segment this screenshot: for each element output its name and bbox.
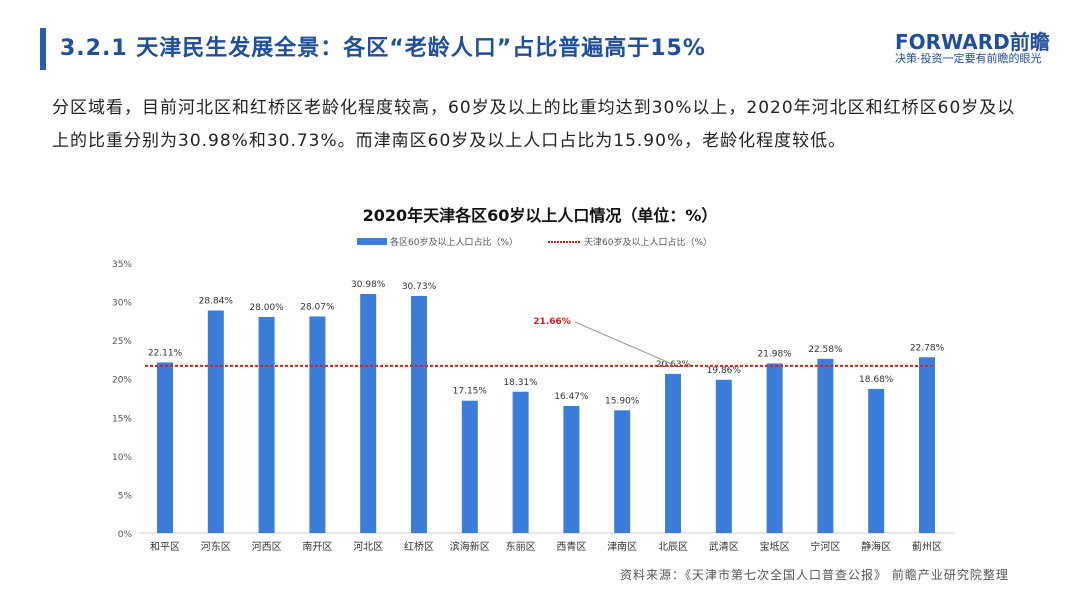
x-tick-label: 静海区 [861, 540, 891, 553]
data-label: 18.68% [859, 375, 894, 385]
x-tick-label: 河西区 [252, 541, 282, 553]
bar [411, 295, 427, 533]
bar [207, 310, 224, 533]
data-label: 21.98% [757, 349, 792, 359]
data-label: 17.15% [453, 387, 488, 397]
data-label: 15.90% [605, 396, 640, 406]
y-tick-label: 30% [112, 299, 132, 309]
x-tick-label: 西青区 [556, 540, 586, 553]
x-tick-label: 河东区 [201, 540, 231, 553]
data-label: 28.00% [249, 303, 284, 313]
bar [461, 400, 478, 533]
bar [715, 379, 732, 533]
x-tick-label: 东丽区 [506, 540, 536, 553]
legend-bar-swatch [357, 238, 387, 245]
x-tick-label: 南开区 [302, 540, 332, 553]
annotation-leader [574, 321, 673, 365]
bar [563, 405, 580, 533]
bar [360, 294, 377, 533]
x-tick-label: 宝坻区 [760, 540, 790, 553]
data-label: 30.73% [402, 282, 437, 292]
legend-bar-label: 各区60岁及以上人口占比（%） [390, 236, 518, 248]
data-label: 22.78% [910, 343, 945, 353]
y-tick-label: 25% [112, 337, 132, 347]
y-tick-label: 15% [112, 414, 132, 424]
data-label: 16.47% [554, 392, 589, 402]
bar [309, 316, 326, 533]
logo-slogan: 决策·投资一定要有前瞻的眼光 [895, 52, 1042, 65]
bar [258, 317, 275, 533]
x-tick-label: 和平区 [150, 541, 180, 553]
data-label: 22.11% [148, 348, 183, 358]
y-tick-label: 0% [118, 530, 133, 540]
reference-label: 21.66% [533, 317, 571, 327]
x-tick-label: 北辰区 [658, 541, 688, 553]
logo: FORWARD前瞻 [895, 30, 1050, 54]
chart-title: 2020年天津各区60岁以上人口情况（单位：%） [362, 206, 718, 225]
data-label: 20.63% [656, 360, 691, 370]
x-tick-label: 河北区 [353, 541, 383, 553]
x-tick-label: 宁河区 [810, 540, 840, 553]
bar [868, 388, 885, 533]
y-tick-label: 35% [112, 260, 132, 270]
bar [817, 358, 834, 533]
intro-paragraph: 分区域看，目前河北区和红桥区老龄化程度较高，60岁及以上的比重均达到30%以上，… [52, 98, 1016, 151]
y-tick-label: 10% [112, 453, 132, 463]
legend-line-label: 天津60岁及以上人口占比（%） [584, 236, 712, 248]
data-label: 28.84% [199, 297, 234, 307]
x-tick-label: 津南区 [607, 540, 637, 553]
bar [919, 357, 935, 533]
data-label: 18.31% [503, 378, 538, 388]
bar [766, 363, 783, 533]
bar [614, 410, 631, 533]
x-tick-label: 蓟州区 [912, 540, 942, 553]
data-label: 28.07% [300, 302, 335, 312]
source-note: 资料来源：《天津市第七次全国人口普查公报》 前瞻产业研究院整理 [620, 568, 1009, 582]
x-tick-label: 武清区 [709, 540, 739, 553]
x-tick-label: 红桥区 [404, 540, 434, 553]
data-label: 30.98% [351, 280, 386, 290]
data-label: 22.58% [808, 345, 843, 355]
y-tick-label: 20% [112, 376, 132, 386]
y-tick-label: 5% [118, 491, 133, 501]
x-tick-label: 滨海新区 [450, 540, 490, 553]
bar [157, 362, 173, 533]
title-accent-bar [40, 28, 46, 70]
data-label: 19.86% [707, 366, 742, 376]
bar [512, 391, 529, 533]
page-title: 3.2.1 天津民生发展全景：各区“老龄人口”占比普遍高于15% [60, 36, 706, 61]
bar [665, 373, 681, 533]
